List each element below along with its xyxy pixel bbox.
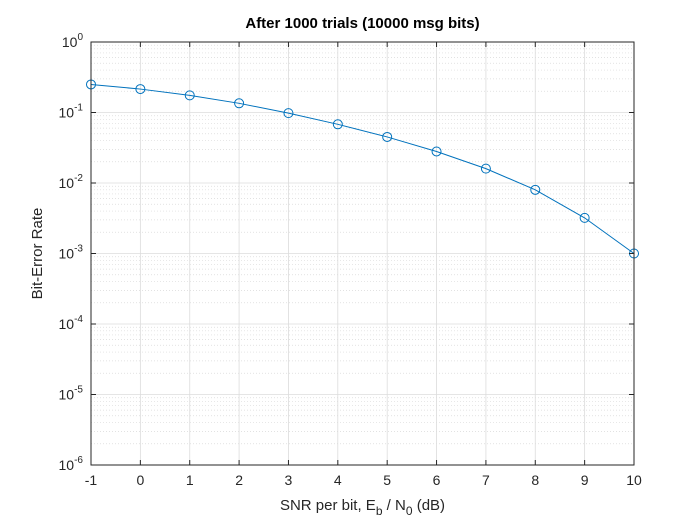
data-point-marker <box>480 163 491 174</box>
y-axis-label: Bit-Error Rate <box>29 208 46 300</box>
data-point-marker <box>579 212 590 223</box>
x-tick-label: 1 <box>186 472 194 488</box>
x-tick-label: 6 <box>433 472 441 488</box>
y-tick-labels: 100 10-1 10-2 10-3 10-4 10-5 10-6 <box>59 32 84 473</box>
x-tick-label: 8 <box>531 472 539 488</box>
y-tick-label: 10-1 <box>59 103 84 121</box>
x-axis-label-post: (dB) <box>413 497 446 514</box>
data-point-marker <box>135 84 146 95</box>
y-tick-label: 10-4 <box>59 314 84 332</box>
x-tick-label: 2 <box>235 472 243 488</box>
data-point-marker <box>184 90 195 101</box>
data-point-marker <box>332 119 343 130</box>
x-tick-label: 0 <box>136 472 144 488</box>
y-tick-label: 10-6 <box>59 455 84 473</box>
x-axis-label-mid: / N <box>383 497 406 514</box>
x-axis-label-sub1: b <box>376 504 383 518</box>
data-point-marker <box>530 184 541 195</box>
axis-ticks <box>90 41 635 466</box>
series-layer <box>86 79 639 259</box>
series-line <box>90 83 635 254</box>
y-tick-label: 10-3 <box>59 244 84 262</box>
x-tick-label: 3 <box>285 472 293 488</box>
data-point-marker <box>382 131 393 142</box>
x-tick-label: -1 <box>85 472 98 488</box>
x-tick-label: 4 <box>334 472 342 488</box>
x-tick-labels: -1 0 1 2 3 4 5 6 7 8 9 10 <box>85 472 642 488</box>
data-point-marker <box>283 108 294 119</box>
x-axis-label: SNR per bit, Eb / N0 (dB) <box>280 497 445 518</box>
x-axis-label-sub2: 0 <box>406 504 413 518</box>
chart-title: After 1000 trials (10000 msg bits) <box>245 15 479 32</box>
y-tick-label: 10-5 <box>59 385 84 403</box>
x-tick-label: 5 <box>383 472 391 488</box>
x-tick-label: 10 <box>626 472 642 488</box>
y-tick-label: 10-2 <box>59 173 84 191</box>
x-axis-label-pre: SNR per bit, E <box>280 497 376 514</box>
x-tick-label: 7 <box>482 472 490 488</box>
x-tick-label: 9 <box>581 472 589 488</box>
minor-grid <box>91 44 634 445</box>
data-point-marker <box>234 98 245 109</box>
y-tick-label: 100 <box>62 32 84 50</box>
data-point-marker <box>431 146 442 157</box>
